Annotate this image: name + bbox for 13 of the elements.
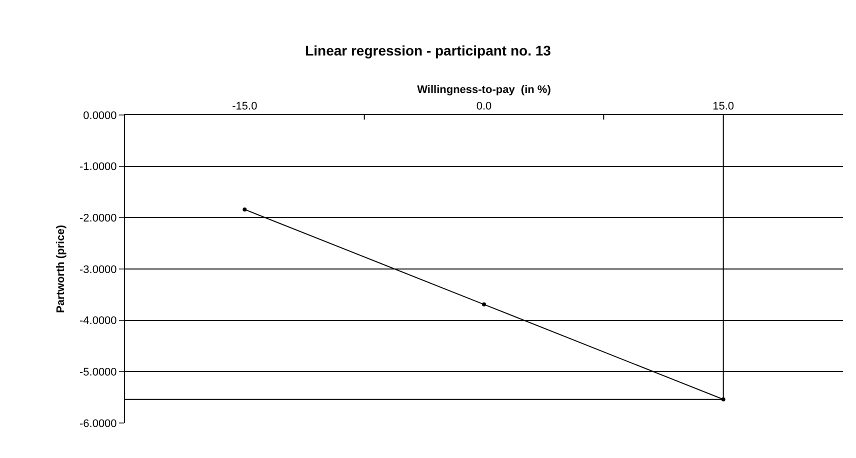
x-tick-label: -15.0: [232, 100, 258, 113]
x-tick-label: 0.0: [476, 100, 492, 113]
y-axis-title: Partworth (price): [55, 224, 68, 314]
x-axis-title: Willingness-to-pay (in %): [417, 84, 552, 96]
y-tick-label: 0.0000: [83, 110, 117, 122]
y-tick-label: -6.0000: [79, 418, 117, 430]
y-tick-label: -5.0000: [79, 366, 117, 379]
y-tick-label: -4.0000: [79, 315, 117, 328]
x-tick-label: 15.0: [712, 100, 734, 113]
y-tick-label: -1.0000: [79, 161, 117, 174]
y-tick-label: -3.0000: [79, 264, 117, 276]
y-tick-label: -2.0000: [79, 212, 117, 225]
chart-title: Linear regression - participant no. 13: [305, 42, 552, 59]
